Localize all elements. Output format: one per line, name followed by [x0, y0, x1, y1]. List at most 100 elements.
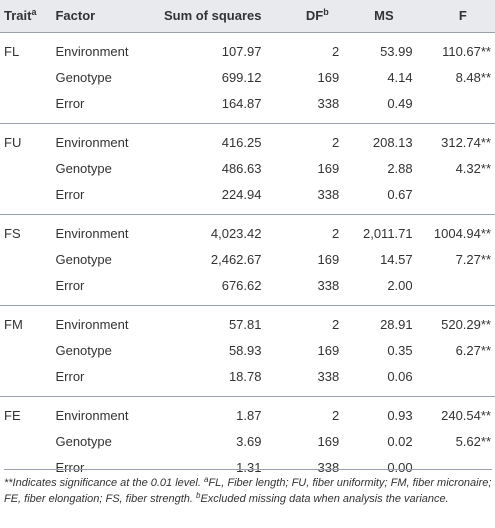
anova-table: Traita Factor Sum of squares DFb MS F FL…	[0, 0, 495, 487]
table-row: Error 1.31 338 0.00	[0, 455, 495, 481]
cell-factor: Error	[55, 95, 85, 111]
table-row: Error 676.62 338 2.00	[0, 273, 495, 299]
cell-f-value: 5.62**	[455, 433, 491, 449]
group-separator	[0, 395, 495, 403]
cell-df: 338	[317, 368, 340, 384]
cell-trait	[0, 65, 49, 91]
cell-sum-of-squares: 486.63	[221, 160, 262, 176]
cell-factor: Genotype	[55, 342, 112, 358]
cell-trait: FS	[4, 225, 21, 241]
cell-sum-of-squares: 57.81	[228, 316, 262, 332]
cell-factor: Environment	[55, 407, 129, 423]
cell-sum-of-squares: 58.93	[228, 342, 262, 358]
cell-f-value: 6.27**	[455, 342, 491, 358]
cell-sum-of-squares: 1.87	[236, 407, 262, 423]
cell-df: 2	[331, 407, 340, 423]
cell-ms: 0.00	[387, 459, 413, 475]
table-row: Genotype 58.93 169 0.35 6.27**	[0, 338, 495, 364]
cell-trait	[0, 273, 49, 299]
table-row: Error 224.94 338 0.67	[0, 182, 495, 208]
cell-df: 2	[331, 134, 340, 150]
cell-ms: 53.99	[380, 43, 413, 59]
header-sum-of-squares: Sum of squares	[163, 7, 262, 23]
cell-df: 338	[317, 459, 340, 475]
cell-df: 169	[317, 69, 340, 85]
cell-ms: 0.67	[387, 186, 413, 202]
trait-group-fe: FE Environment 1.87 2 0.93 240.54** Genotype 3.…	[0, 395, 495, 487]
table-row: FS Environment 4,023.42 2 2,011.71 1004.94**	[0, 221, 495, 247]
group-separator	[0, 31, 495, 39]
cell-ms: 0.49	[387, 95, 413, 111]
table-row: FM Environment 57.81 2 28.91 520.29**	[0, 312, 495, 338]
header-trait: Traita	[4, 6, 37, 23]
cell-sum-of-squares: 107.97	[221, 43, 262, 59]
cell-factor: Error	[55, 459, 85, 475]
table-row: Genotype 3.69 169 0.02 5.62**	[0, 429, 495, 455]
trait-group-fm: FM Environment 57.81 2 28.91 520.29** Genotype…	[0, 304, 495, 396]
cell-df: 169	[317, 433, 340, 449]
header-row: Traita Factor Sum of squares DFb MS F	[0, 0, 495, 32]
trait-group-fs: FS Environment 4,023.42 2 2,011.71 1004.94** G…	[0, 213, 495, 305]
cell-factor: Error	[55, 186, 85, 202]
cell-df: 2	[331, 225, 340, 241]
cell-f-value: 312.74**	[441, 134, 491, 150]
cell-df: 338	[317, 95, 340, 111]
group-separator	[0, 122, 495, 130]
table-row: FE Environment 1.87 2 0.93 240.54**	[0, 403, 495, 429]
cell-f-value	[413, 182, 495, 208]
cell-sum-of-squares: 1.31	[236, 459, 262, 475]
cell-df: 338	[317, 186, 340, 202]
cell-f-value: 7.27**	[455, 251, 491, 267]
cell-factor: Genotype	[55, 160, 112, 176]
trait-group-fu: FU Environment 416.25 2 208.13 312.74** Genoty…	[0, 122, 495, 214]
cell-trait	[0, 91, 49, 117]
cell-ms: 0.06	[387, 368, 413, 384]
header-df-sup: b	[323, 6, 329, 17]
cell-sum-of-squares: 416.25	[221, 134, 262, 150]
table-row: Genotype 486.63 169 2.88 4.32**	[0, 156, 495, 182]
cell-factor: Environment	[55, 316, 129, 332]
group-separator	[0, 304, 495, 312]
cell-factor: Genotype	[55, 251, 112, 267]
cell-sum-of-squares: 224.94	[221, 186, 262, 202]
cell-sum-of-squares: 164.87	[221, 95, 262, 111]
table-header: Traita Factor Sum of squares DFb MS F	[0, 0, 495, 32]
cell-trait	[0, 247, 49, 273]
header-df: DFb	[305, 6, 329, 23]
cell-ms: 2.88	[387, 160, 413, 176]
cell-trait	[0, 364, 49, 390]
cell-df: 169	[317, 342, 340, 358]
cell-trait: FU	[4, 134, 22, 150]
cell-df: 169	[317, 251, 340, 267]
cell-ms: 0.02	[387, 433, 413, 449]
cell-trait: FM	[4, 316, 23, 332]
table-row: Genotype 2,462.67 169 14.57 7.27**	[0, 247, 495, 273]
cell-sum-of-squares: 2,462.67	[210, 251, 262, 267]
cell-sum-of-squares: 18.78	[228, 368, 262, 384]
cell-f-value: 1004.94**	[433, 225, 491, 241]
cell-ms: 208.13	[372, 134, 413, 150]
cell-factor: Genotype	[55, 433, 112, 449]
cell-df: 2	[331, 316, 340, 332]
group-separator	[0, 213, 495, 221]
cell-f-value: 520.29**	[441, 316, 491, 332]
cell-f-value	[413, 91, 495, 117]
header-ms: MS	[374, 7, 394, 23]
table-row: FU Environment 416.25 2 208.13 312.74**	[0, 130, 495, 156]
cell-trait	[0, 429, 49, 455]
cell-trait: FE	[4, 407, 21, 423]
table-row: Error 18.78 338 0.06	[0, 364, 495, 390]
cell-factor: Genotype	[55, 69, 112, 85]
trait-group-fl: FL Environment 107.97 2 53.99 110.67** Genotyp…	[0, 31, 495, 123]
cell-df: 2	[331, 43, 340, 59]
table-row: FL Environment 107.97 2 53.99 110.67**	[0, 39, 495, 65]
footnote-abbreviations: FL, Fiber length; FU, fiber uniformity; …	[4, 477, 492, 505]
cell-sum-of-squares: 4,023.42	[210, 225, 262, 241]
table-row: Genotype 699.12 169 4.14 8.48**	[0, 65, 495, 91]
cell-ms: 2,011.71	[362, 225, 413, 241]
cell-factor: Environment	[55, 43, 129, 59]
cell-sum-of-squares: 676.62	[221, 277, 262, 293]
cell-f-value: 4.32**	[455, 160, 491, 176]
cell-trait: FL	[4, 43, 20, 59]
